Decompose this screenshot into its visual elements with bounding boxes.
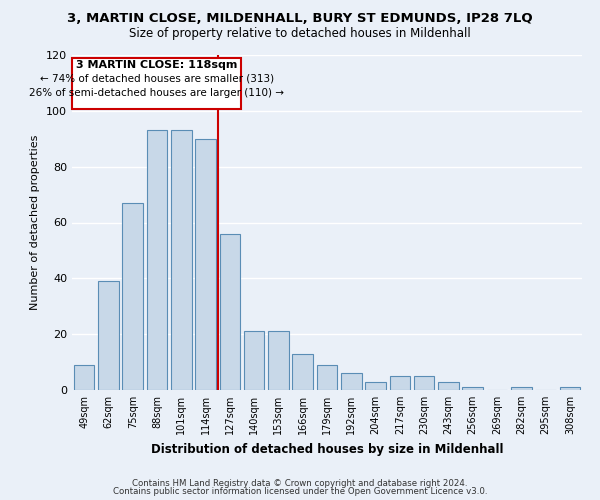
Text: 3 MARTIN CLOSE: 118sqm: 3 MARTIN CLOSE: 118sqm	[76, 60, 238, 70]
Bar	[365, 382, 386, 390]
Bar	[122, 203, 143, 390]
Text: ← 74% of detached houses are smaller (313): ← 74% of detached houses are smaller (31…	[40, 74, 274, 84]
Y-axis label: Number of detached properties: Number of detached properties	[31, 135, 40, 310]
Text: 3, MARTIN CLOSE, MILDENHALL, BURY ST EDMUNDS, IP28 7LQ: 3, MARTIN CLOSE, MILDENHALL, BURY ST EDM…	[67, 12, 533, 26]
Bar	[73, 58, 241, 110]
Bar	[317, 365, 337, 390]
Bar	[463, 387, 483, 390]
Bar	[560, 387, 580, 390]
X-axis label: Distribution of detached houses by size in Mildenhall: Distribution of detached houses by size …	[151, 442, 503, 456]
Text: 26% of semi-detached houses are larger (110) →: 26% of semi-detached houses are larger (…	[29, 88, 284, 98]
Bar	[341, 373, 362, 390]
Bar	[195, 138, 216, 390]
Bar	[268, 332, 289, 390]
Bar	[511, 387, 532, 390]
Text: Contains HM Land Registry data © Crown copyright and database right 2024.: Contains HM Land Registry data © Crown c…	[132, 478, 468, 488]
Bar	[220, 234, 240, 390]
Bar	[244, 332, 265, 390]
Bar	[171, 130, 191, 390]
Bar	[146, 130, 167, 390]
Bar	[438, 382, 459, 390]
Bar	[389, 376, 410, 390]
Text: Contains public sector information licensed under the Open Government Licence v3: Contains public sector information licen…	[113, 487, 487, 496]
Bar	[74, 365, 94, 390]
Bar	[98, 281, 119, 390]
Text: Size of property relative to detached houses in Mildenhall: Size of property relative to detached ho…	[129, 28, 471, 40]
Bar	[292, 354, 313, 390]
Bar	[414, 376, 434, 390]
